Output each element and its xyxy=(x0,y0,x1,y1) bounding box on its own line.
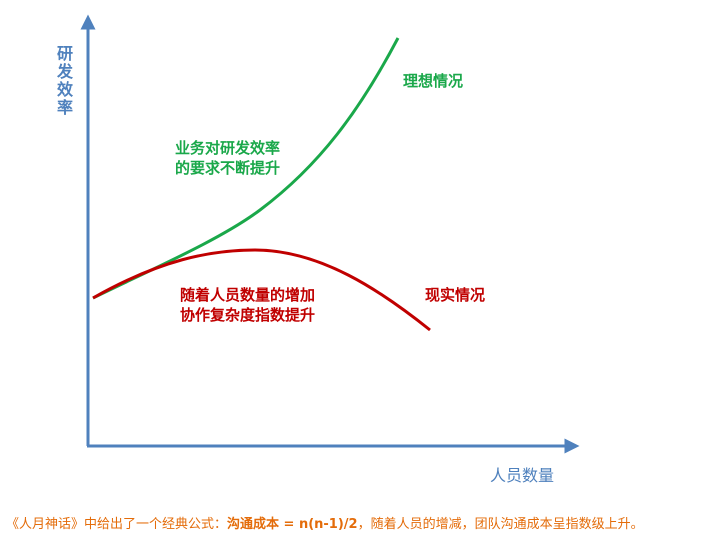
y-axis-label: 研发效率 xyxy=(57,44,74,117)
real-curve xyxy=(92,248,431,332)
ideal-note: 业务对研发效率 xyxy=(175,139,281,157)
real-note: 协作复杂度指数提升 xyxy=(180,306,316,324)
ideal-label: 理想情况 xyxy=(403,72,464,90)
ideal-note: 的要求不断提升 xyxy=(175,159,281,177)
formula: 沟通成本 = n(n-1)/2 xyxy=(227,517,358,532)
caption-text: ，随着人员的增减，团队沟通成本呈指数级上升。 xyxy=(357,517,644,532)
caption-text: 《人月神话》中给出了一个经典公式： xyxy=(6,517,228,532)
real-label: 现实情况 xyxy=(425,286,486,304)
x-axis-label: 人员数量 xyxy=(490,466,555,485)
real-note: 随着人员数量的增加 xyxy=(180,286,316,304)
caption: 《人月神话》中给出了一个经典公式：沟通成本 = n(n-1)/2，随着人员的增减… xyxy=(6,513,644,532)
